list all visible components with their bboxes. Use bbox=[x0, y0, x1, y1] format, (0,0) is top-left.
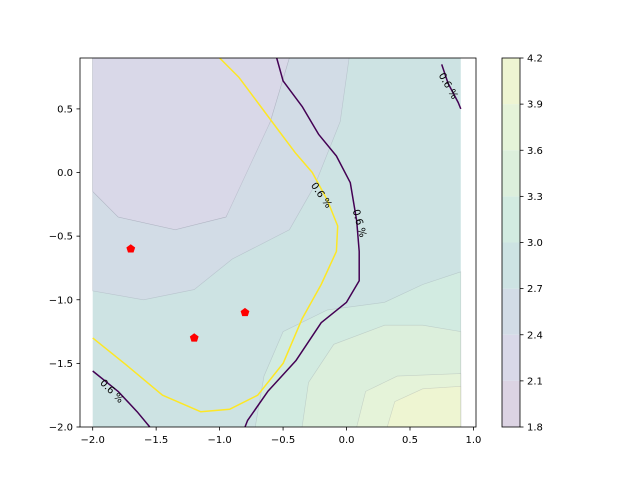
colorbar-bands bbox=[502, 58, 520, 427]
colorbar-band-0 bbox=[502, 380, 520, 427]
x-tick-label: −1.0 bbox=[207, 435, 231, 446]
y-tick-label: −1.5 bbox=[49, 359, 73, 370]
colorbar-tick-label: 3.6 bbox=[527, 146, 543, 157]
plot-frame bbox=[79, 57, 477, 428]
y-tick-label: 0.0 bbox=[57, 168, 73, 179]
contour-line-3 bbox=[92, 58, 339, 413]
x-axis: −2.0 −1.5 −1.0 −0.5 0.0 0.5 1.0 bbox=[81, 427, 482, 446]
colorbar-band-4 bbox=[502, 196, 520, 243]
x-tick-label: 0.0 bbox=[339, 435, 355, 446]
colorbar-band-6 bbox=[502, 104, 520, 151]
y-tick-label: −1.0 bbox=[49, 295, 73, 306]
contour-line-0 bbox=[244, 58, 360, 427]
colorbar-tick-label: 3.9 bbox=[527, 100, 543, 111]
colorbar-band-1 bbox=[502, 334, 520, 381]
y-axis: −2.0 −1.5 −1.0 −0.5 0.0 0.5 bbox=[49, 104, 80, 434]
colorbar-band-7 bbox=[502, 58, 520, 105]
colorbar-tick-label: 3.0 bbox=[527, 238, 543, 249]
colorbar-tick-label: 3.3 bbox=[527, 192, 543, 203]
contour-line-2 bbox=[440, 64, 462, 110]
colorbar-tick-label: 4.2 bbox=[527, 54, 543, 65]
colorbar-tick-label: 2.4 bbox=[527, 330, 543, 341]
y-tick-label: −0.5 bbox=[49, 232, 73, 243]
colorbar-band-3 bbox=[502, 242, 520, 289]
contour-lines bbox=[92, 58, 462, 427]
y-tick-label: 0.5 bbox=[57, 104, 73, 115]
y-tick-label: −2.0 bbox=[49, 423, 73, 434]
x-tick-label: 0.5 bbox=[402, 435, 418, 446]
contour-region-6 bbox=[386, 385, 462, 427]
colorbar-tick-label: 2.7 bbox=[527, 284, 543, 295]
filled-contour-regions bbox=[92, 58, 462, 427]
x-tick-label: −0.5 bbox=[271, 435, 295, 446]
marker-2 bbox=[240, 307, 250, 317]
marker-1 bbox=[189, 333, 199, 342]
contour-region-2 bbox=[92, 58, 350, 301]
x-tick-label: −1.5 bbox=[144, 435, 168, 446]
marker-0 bbox=[126, 244, 136, 253]
x-tick-label: −2.0 bbox=[81, 435, 105, 446]
colorbar-band-2 bbox=[502, 288, 520, 335]
plot-area: 0.6 %0.6 %0.6 %0.6 % −2.0 −1.5 −1.0 −0.5 0.0… bbox=[49, 57, 482, 446]
x-tick-label: 1.0 bbox=[466, 435, 482, 446]
colorbar-band-5 bbox=[502, 150, 520, 197]
colorbar-tick-label: 1.8 bbox=[527, 423, 543, 434]
contour-line-1 bbox=[92, 370, 151, 427]
colorbar: 1.8 2.1 2.4 2.7 3.0 3.3 3.6 3.9 4.2 bbox=[501, 54, 543, 434]
red-markers bbox=[126, 244, 250, 342]
colorbar-tick-label: 2.1 bbox=[527, 376, 543, 387]
colorbar-ticks: 1.8 2.1 2.4 2.7 3.0 3.3 3.6 3.9 4.2 bbox=[520, 54, 543, 434]
